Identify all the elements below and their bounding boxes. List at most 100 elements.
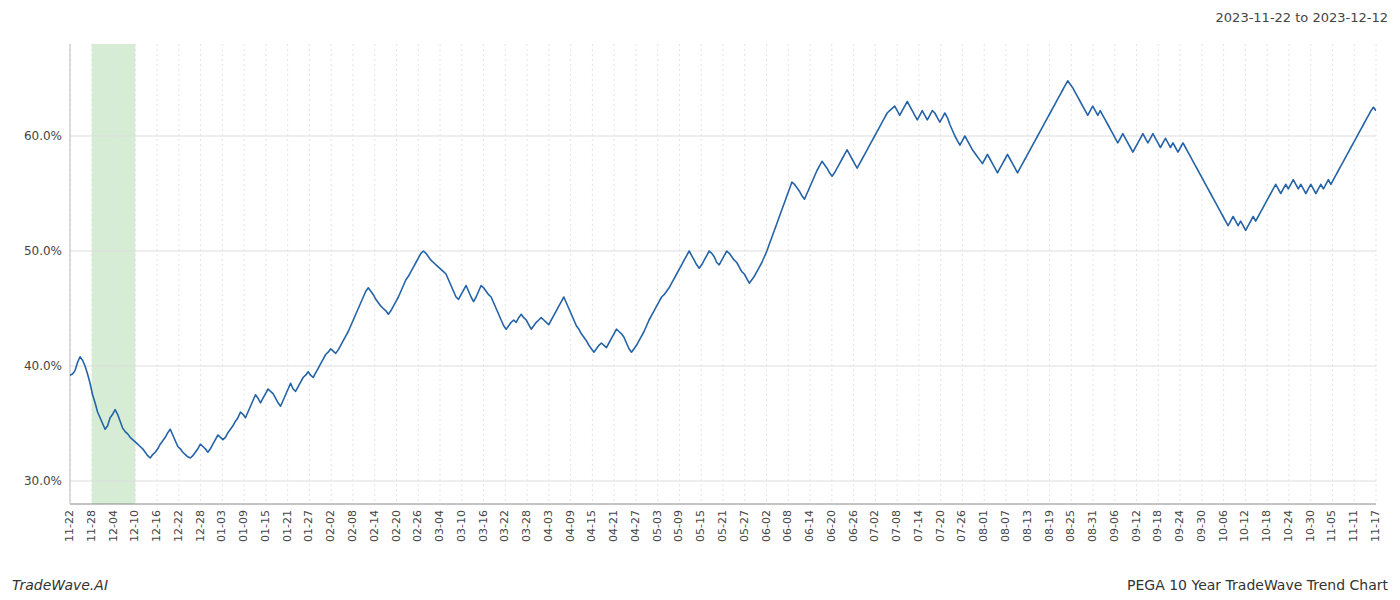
x-grid-line [178, 44, 179, 504]
x-grid-line [309, 44, 310, 504]
x-grid-line [635, 44, 636, 504]
x-grid-line [287, 44, 288, 504]
x-tick-label: 07-14 [912, 510, 925, 542]
x-tick-label: 07-02 [868, 510, 881, 542]
x-tick-label: 01-03 [215, 510, 228, 542]
x-tick-label: 12-04 [107, 510, 120, 542]
chart-container: 30.0%40.0%50.0%60.0%11-2211-2812-0412-10… [0, 0, 1400, 600]
x-grid-line [244, 44, 245, 504]
x-tick-label: 05-27 [738, 510, 751, 542]
y-tick-label: 30.0% [24, 474, 62, 488]
x-grid-line [853, 44, 854, 504]
x-grid-line [1180, 44, 1181, 504]
x-tick-label: 08-07 [999, 510, 1012, 542]
x-tick-label: 02-26 [411, 510, 424, 542]
x-grid-line [1223, 44, 1224, 504]
x-grid-line [1136, 44, 1137, 504]
x-tick-label: 02-14 [368, 510, 381, 542]
background [0, 0, 1400, 600]
x-tick-label: 06-02 [760, 510, 773, 542]
subtitle: 2023-11-22 to 2023-12-12 [1216, 10, 1388, 25]
x-tick-label: 10-24 [1282, 510, 1295, 542]
x-tick-label: 11-17 [1369, 510, 1382, 542]
x-grid-line [1288, 44, 1289, 504]
x-tick-label: 06-26 [847, 510, 860, 542]
x-grid-line [1354, 44, 1355, 504]
x-tick-label: 01-15 [259, 510, 272, 542]
x-grid-line [592, 44, 593, 504]
x-grid-line [440, 44, 441, 504]
x-tick-label: 08-31 [1086, 510, 1099, 542]
annotation: TradeWave.AI [12, 577, 108, 593]
x-tick-label: 12-16 [150, 510, 163, 542]
x-tick-label: 05-03 [651, 510, 664, 542]
y-ticks: 30.0% 40.0% 50.0% 60.0% [24, 129, 62, 488]
x-grid-line [483, 44, 484, 504]
x-tick-label: 12-10 [128, 510, 141, 542]
x-grid-line [1005, 44, 1006, 504]
x-grid-line [810, 44, 811, 504]
x-grid-line [1245, 44, 1246, 504]
x-tick-label: 11-28 [85, 510, 98, 542]
x-grid-line [1267, 44, 1268, 504]
x-tick-label: 12-22 [172, 510, 185, 542]
x-grid-line [918, 44, 919, 504]
plot-area [70, 81, 1376, 458]
x-tick-label: 03-16 [477, 510, 490, 542]
x-grid-line [418, 44, 419, 504]
x-grid-line [505, 44, 506, 504]
x-tick-label: 09-30 [1195, 510, 1208, 542]
x-tick-label: 09-24 [1173, 510, 1186, 542]
x-tick-label: 07-08 [890, 510, 903, 542]
x-tick-label: 11-05 [1325, 510, 1338, 542]
x-grid-line [679, 44, 680, 504]
x-grid-line [1310, 44, 1311, 504]
x-grid-line [1376, 44, 1377, 504]
x-tick-label: 03-28 [520, 510, 533, 542]
x-grid-line [135, 44, 136, 504]
x-axis-line [70, 504, 1376, 505]
x-tick-label: 03-22 [498, 510, 511, 542]
x-tick-label: 10-18 [1260, 510, 1273, 542]
x-grid-line [1071, 44, 1072, 504]
x-grid-line [1114, 44, 1115, 504]
x-grid-line [657, 44, 658, 504]
x-grid-line [984, 44, 985, 504]
y-tick-label: 60.0% [24, 129, 62, 143]
x-tick-label: 08-01 [977, 510, 990, 542]
x-tick-label: 04-15 [585, 510, 598, 542]
x-tick-label: 01-09 [237, 510, 250, 542]
y-tick-label: 50.0% [24, 244, 62, 258]
x-grid-line [200, 44, 201, 504]
x-tick-label: 10-06 [1217, 510, 1230, 542]
x-grid-line [831, 44, 832, 504]
x-grid-line [962, 44, 963, 504]
x-grid-line [897, 44, 898, 504]
x-grid-line [70, 44, 71, 504]
x-tick-label: 01-27 [302, 510, 315, 542]
x-grid-line [766, 44, 767, 504]
x-tick-label: 06-14 [803, 510, 816, 542]
chart-svg: 30.0%40.0%50.0%60.0%11-2211-2812-0412-10… [0, 0, 1400, 600]
x-grid-line [331, 44, 332, 504]
x-grid-line [940, 44, 941, 504]
x-grid-line [352, 44, 353, 504]
x-grid-line [222, 44, 223, 504]
x-tick-label: 08-25 [1064, 510, 1077, 542]
x-grid-line [1201, 44, 1202, 504]
x-tick-label: 06-20 [825, 510, 838, 542]
x-grid-line [1027, 44, 1028, 504]
x-tick-label: 09-06 [1108, 510, 1121, 542]
x-tick-label: 10-12 [1238, 510, 1251, 542]
x-grid-line [1332, 44, 1333, 504]
x-tick-label: 02-02 [324, 510, 337, 542]
x-tick-label: 08-19 [1043, 510, 1056, 542]
x-grid-line [374, 44, 375, 504]
y-tick-label: 40.0% [24, 359, 62, 373]
x-tick-label: 05-21 [716, 510, 729, 542]
x-tick-label: 05-15 [694, 510, 707, 542]
x-tick-label: 02-20 [390, 510, 403, 542]
x-grid-line [1093, 44, 1094, 504]
x-tick-label: 07-20 [934, 510, 947, 542]
x-grid-line [157, 44, 158, 504]
